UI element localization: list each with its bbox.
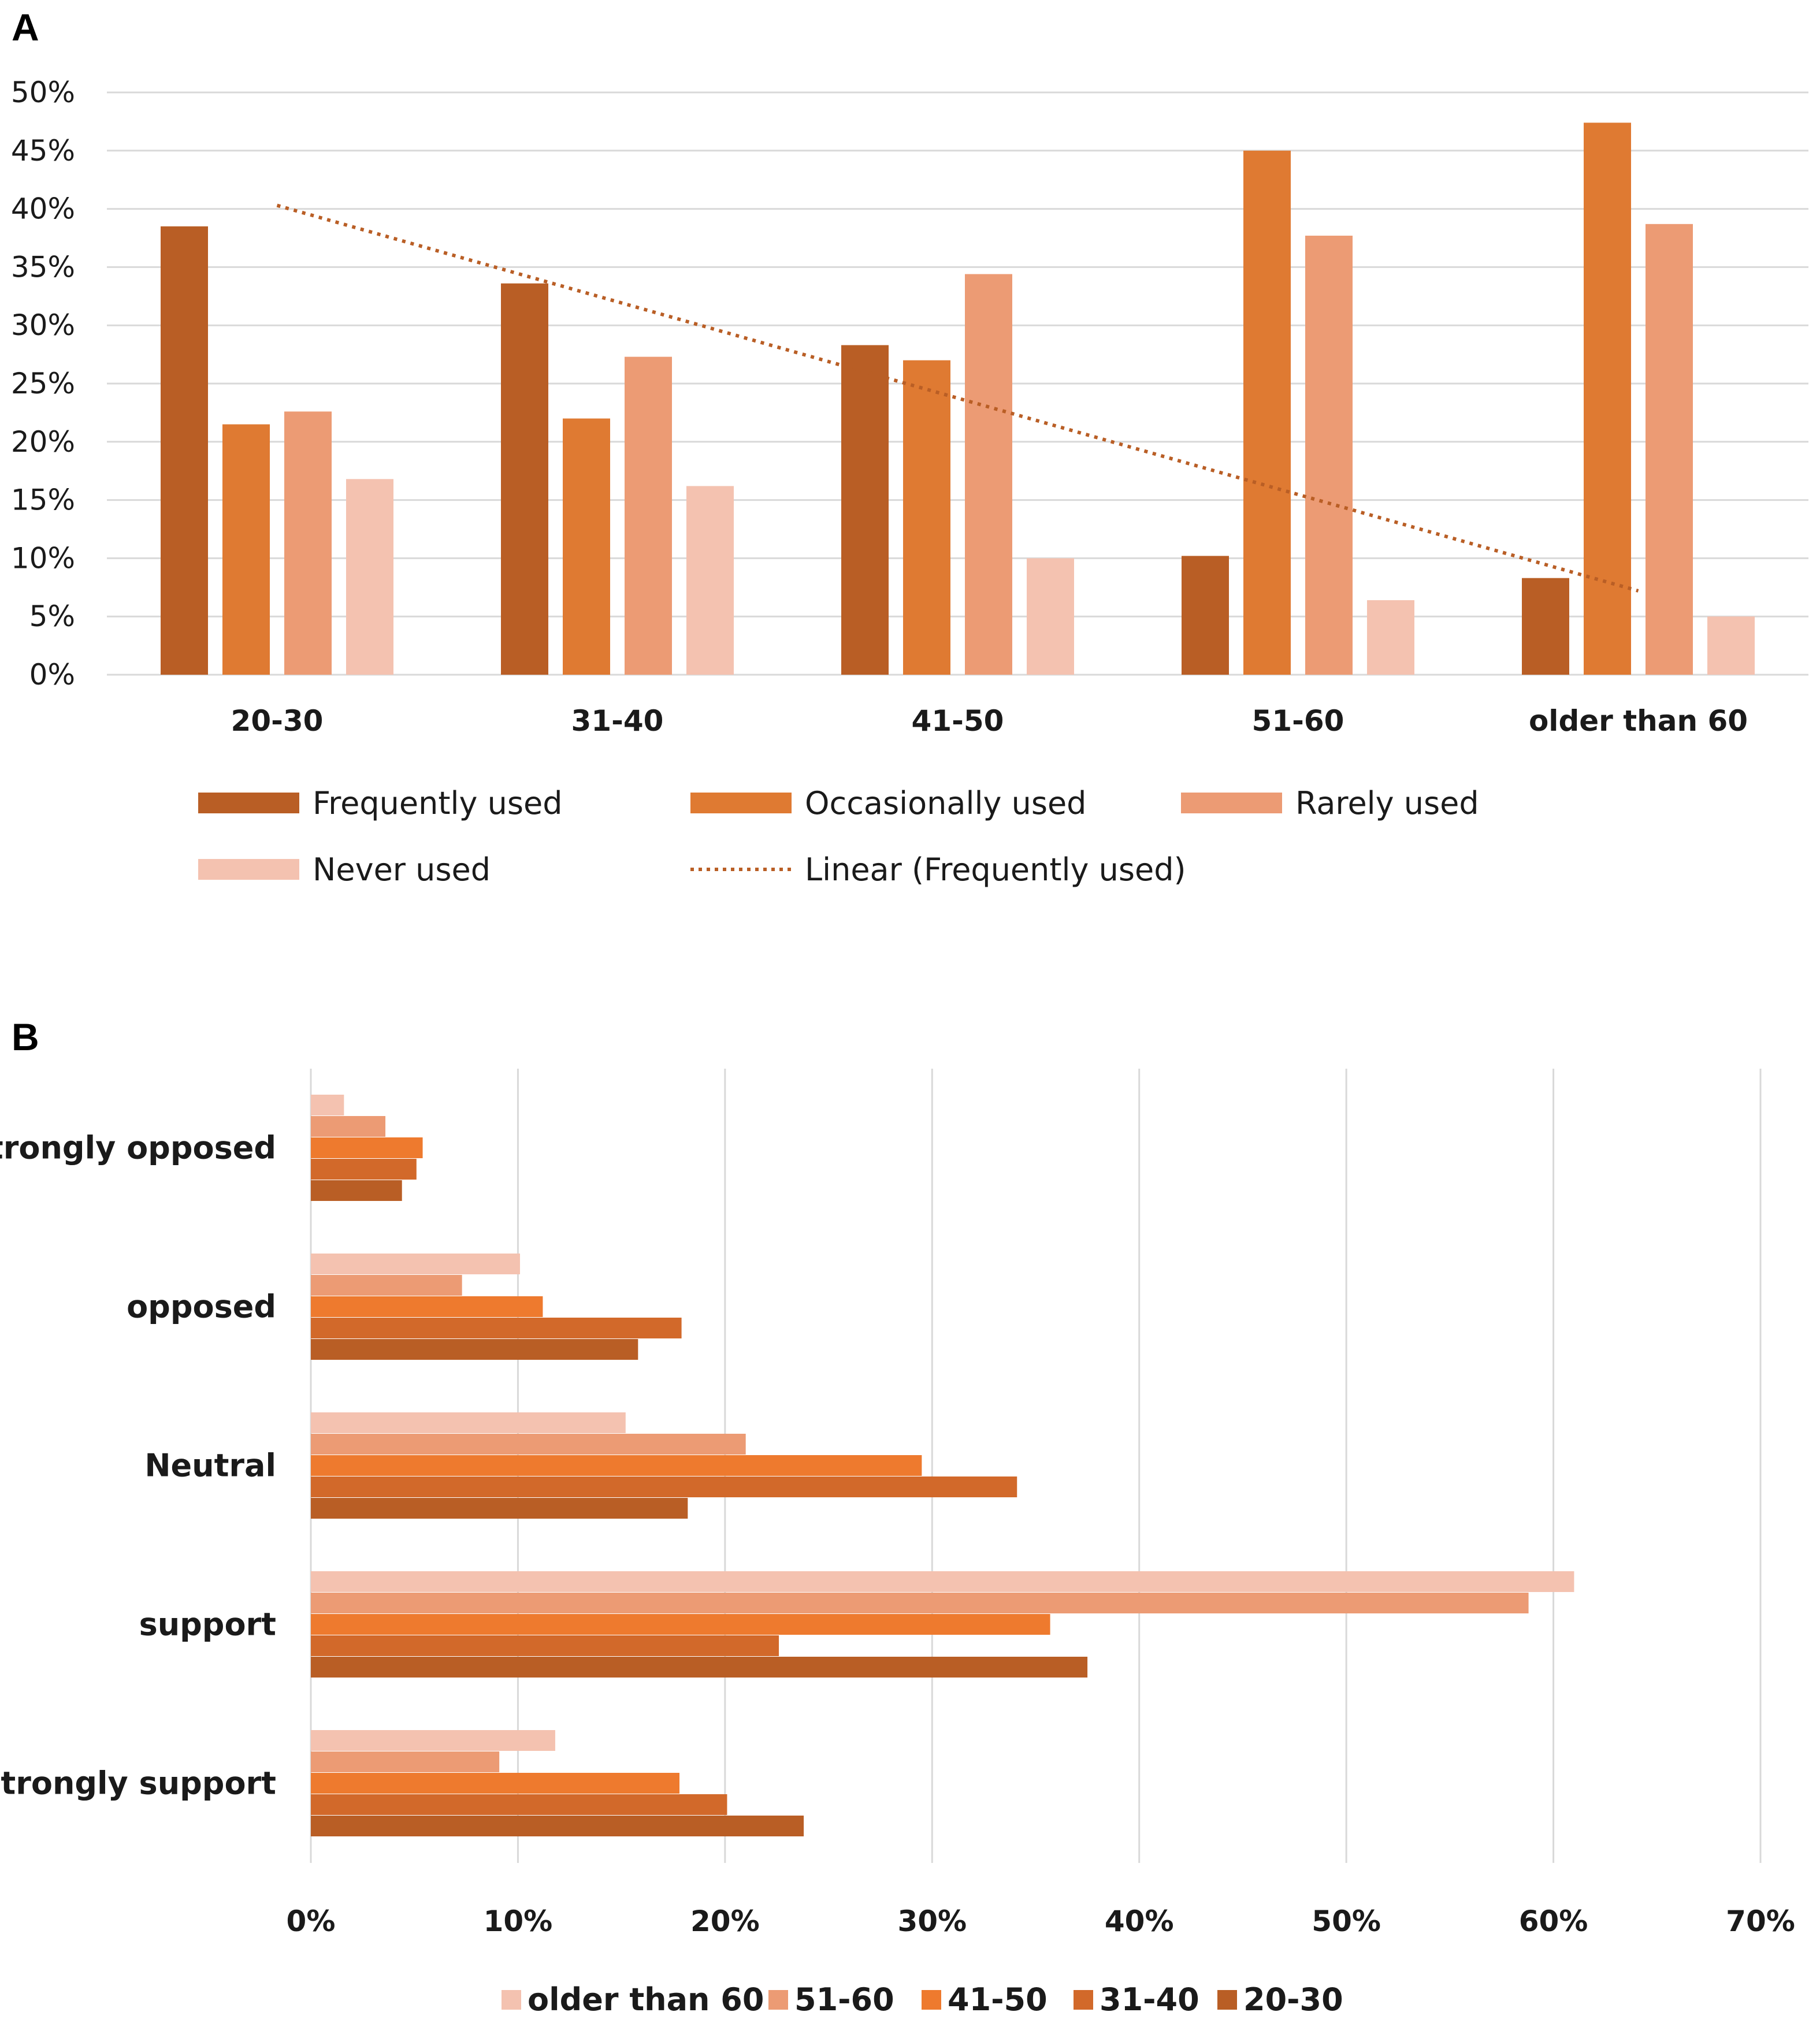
bar-20-30 <box>311 1498 688 1519</box>
trendline-frequently-used <box>276 203 1639 593</box>
y-tick-label: 5% <box>29 600 75 633</box>
bar-occasionally-used <box>563 418 610 675</box>
x-tick-label: 60% <box>1519 1905 1588 1938</box>
legend-swatch <box>768 1990 788 2010</box>
x-tick-label: 40% <box>1105 1905 1174 1938</box>
legend-swatch <box>1217 1990 1237 2010</box>
bar-41-50 <box>311 1773 680 1794</box>
legend-label: Frequently used <box>313 785 562 821</box>
legend-label: 20-30 <box>1243 1981 1343 2018</box>
y-category-label: opposed <box>127 1289 276 1325</box>
bar-31-40 <box>311 1476 1017 1497</box>
bar-rarely-used <box>284 411 332 675</box>
bar-51-60 <box>311 1116 386 1137</box>
bar-rarely-used <box>625 356 672 675</box>
bar-older-than-60 <box>311 1571 1574 1592</box>
y-category-label: support <box>139 1606 276 1643</box>
y-tick-label: 50% <box>11 76 75 109</box>
x-tick-label: 31-40 <box>571 704 664 738</box>
x-tick-label: 41-50 <box>912 704 1004 738</box>
y-tick-label: 25% <box>11 367 75 400</box>
legend-label: Rarely used <box>1295 785 1479 821</box>
x-tick-label: 20% <box>690 1905 760 1938</box>
legend-swatch <box>198 793 299 813</box>
y-tick-label: 15% <box>11 483 75 517</box>
legend-swatch <box>502 1990 521 2010</box>
chart-a: 0% 5% 10% 15% 20% 25% 30% 35% 40% 45% 50% 20-30 31-4… <box>11 76 1808 888</box>
y-tick-label: 40% <box>11 192 75 226</box>
legend-swatch <box>1074 1990 1093 2010</box>
bar-31-40 <box>311 1794 727 1815</box>
bar-frequently-used <box>841 345 889 675</box>
bar-older-than-60 <box>311 1412 626 1433</box>
bar-51-60 <box>311 1275 462 1296</box>
bar-older-than-60 <box>311 1254 521 1274</box>
bar-31-40 <box>311 1318 682 1338</box>
y-tick-label: 45% <box>11 134 75 168</box>
panel-a-label: A <box>12 6 39 49</box>
chart-b: 0% 10% 20% 30% 40% 50% 60% 70% Strongly opposed o… <box>0 1069 1795 2018</box>
y-tick-label: 10% <box>11 541 75 575</box>
y-tick-label: 0% <box>29 658 75 691</box>
legend-label: Occasionally used <box>805 785 1086 821</box>
bar-41-50 <box>311 1455 922 1476</box>
x-tick-label: 70% <box>1726 1905 1795 1938</box>
bar-20-30 <box>311 1816 804 1836</box>
y-tick-label: 30% <box>11 308 75 342</box>
bar-occasionally-used <box>1584 122 1631 675</box>
bar-20-30 <box>311 1657 1088 1678</box>
legend-swatch <box>1181 793 1282 813</box>
bar-frequently-used <box>501 283 548 675</box>
bar-rarely-used <box>1305 235 1353 675</box>
x-tick-label: 30% <box>897 1905 967 1938</box>
bar-never-used <box>1367 600 1414 675</box>
y-category-label: Neutral <box>144 1448 276 1484</box>
bar-never-used <box>1027 558 1074 675</box>
bar-never-used <box>686 486 734 675</box>
bar-20-30 <box>311 1180 402 1201</box>
bar-31-40 <box>311 1159 417 1180</box>
y-tick-label: 20% <box>11 425 75 459</box>
bar-rarely-used <box>965 274 1012 675</box>
legend-label: 41-50 <box>948 1981 1048 2018</box>
bar-41-50 <box>311 1296 543 1317</box>
bar-51-60 <box>311 1593 1529 1613</box>
bar-frequently-used <box>1522 578 1569 675</box>
bar-51-60 <box>311 1434 746 1455</box>
x-tick-label: 20-30 <box>231 704 324 738</box>
y-category-label: Strongly opposed <box>0 1130 276 1166</box>
legend-label: older than 60 <box>528 1981 764 2018</box>
bar-occasionally-used <box>903 360 950 675</box>
bar-occasionally-used <box>1243 150 1291 675</box>
bar-41-50 <box>311 1614 1050 1635</box>
bar-older-than-60 <box>311 1095 344 1115</box>
bar-never-used <box>346 479 393 675</box>
legend-swatch <box>922 1990 941 2010</box>
legend-label: 31-40 <box>1100 1981 1199 2018</box>
bar-41-50 <box>311 1137 423 1158</box>
legend-label: Linear (Frequently used) <box>805 851 1186 888</box>
y-tick-label: 35% <box>11 250 75 284</box>
x-tick-label: older than 60 <box>1529 704 1748 738</box>
panel-b-label: B <box>12 1016 39 1058</box>
x-tick-label: 10% <box>484 1905 553 1938</box>
bar-older-than-60 <box>311 1730 555 1751</box>
x-tick-label: 50% <box>1312 1905 1381 1938</box>
bar-20-30 <box>311 1339 638 1360</box>
x-tick-label: 51-60 <box>1252 704 1344 738</box>
legend-label: Never used <box>313 851 491 888</box>
y-category-label: Strongly support <box>0 1765 276 1802</box>
bar-51-60 <box>311 1751 500 1772</box>
legend-swatch <box>690 793 792 813</box>
legend-label: 51-60 <box>794 1981 894 2018</box>
x-tick-label: 0% <box>287 1905 336 1938</box>
bar-frequently-used <box>161 226 208 675</box>
bar-never-used <box>1707 616 1755 675</box>
bar-occasionally-used <box>222 424 270 675</box>
legend-swatch <box>198 859 299 880</box>
bar-31-40 <box>311 1635 779 1656</box>
bar-frequently-used <box>1182 556 1229 675</box>
bar-rarely-used <box>1646 224 1693 675</box>
